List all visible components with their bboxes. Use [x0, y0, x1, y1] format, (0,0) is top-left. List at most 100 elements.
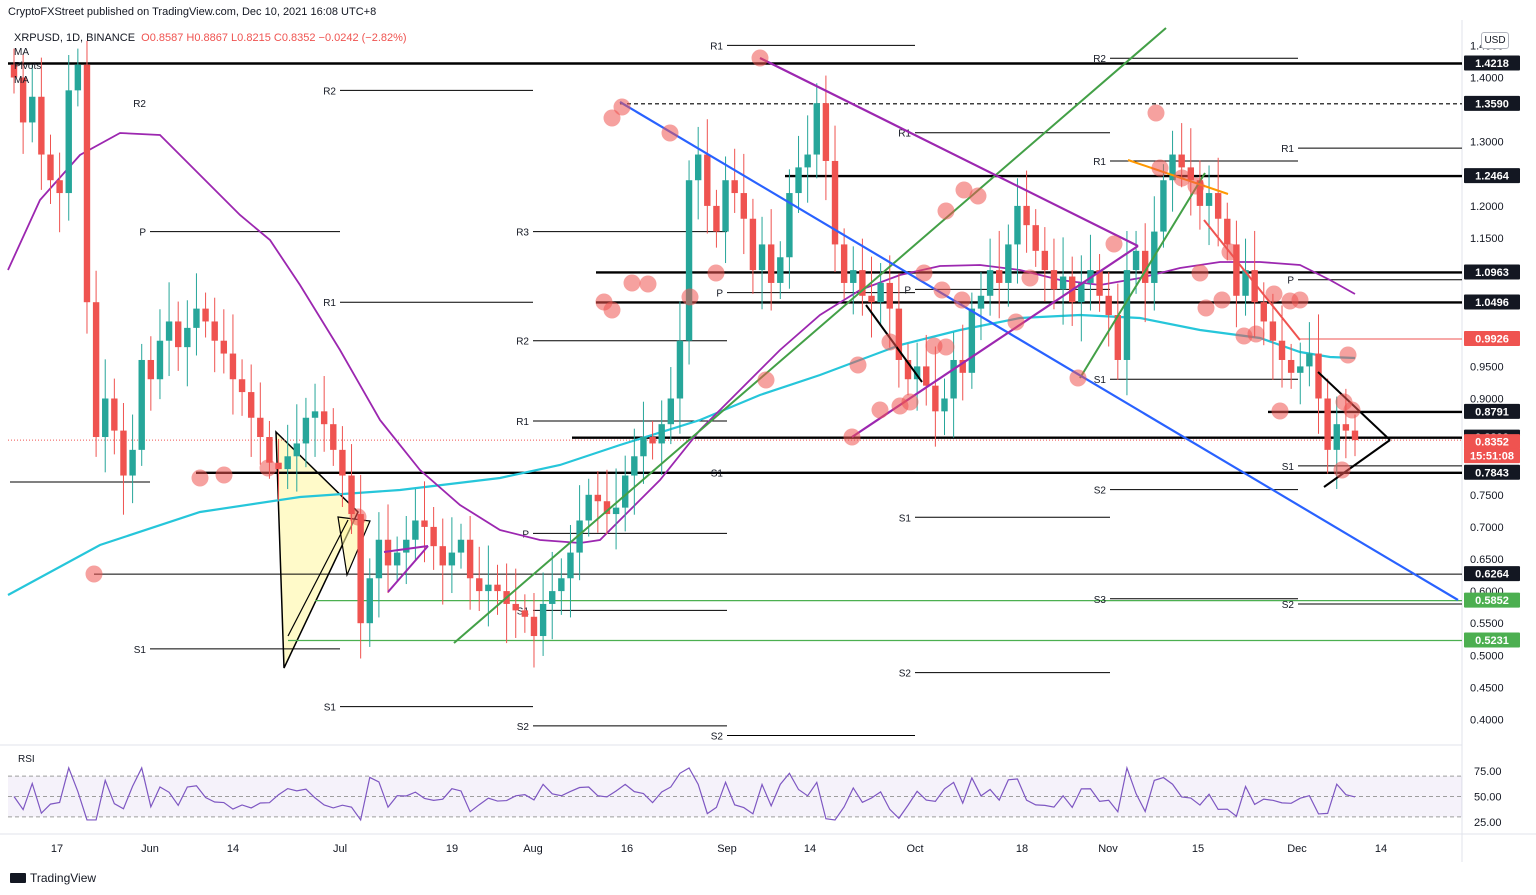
candle	[603, 501, 611, 515]
candle	[667, 398, 675, 425]
highlight-circle	[955, 181, 973, 199]
candle	[941, 398, 948, 412]
candle	[1141, 250, 1149, 283]
pivot-label: R1	[1281, 144, 1294, 155]
pivot-label: S3	[1094, 595, 1107, 606]
indicator-ma-2[interactable]: MA	[14, 75, 29, 86]
currency-button[interactable]: USD	[1481, 32, 1509, 49]
candle	[786, 193, 793, 258]
highlight-circle	[757, 371, 775, 389]
candle	[859, 270, 866, 296]
y-tick-label: 1.1500	[1470, 233, 1504, 245]
candle	[238, 379, 246, 393]
pivot-label: S2	[517, 722, 530, 733]
candle	[284, 456, 291, 470]
candle	[804, 154, 811, 168]
highlight-circle	[901, 393, 919, 411]
trendline-purple	[383, 545, 429, 553]
candle	[539, 603, 547, 637]
highlight-circle	[933, 281, 951, 299]
highlight-circle	[937, 338, 955, 356]
rsi-pane: RSI 75.00 50.00 25.00	[8, 754, 1502, 829]
candle	[968, 308, 976, 373]
candle	[375, 539, 383, 579]
candle	[904, 359, 912, 380]
pivot-label: R1	[898, 129, 911, 140]
candle	[257, 417, 264, 438]
trendline-red	[1203, 219, 1301, 341]
candle	[311, 411, 319, 418]
candle	[448, 552, 456, 566]
indicator-pivots[interactable]: Pivots	[14, 61, 42, 72]
rsi-line	[13, 765, 1356, 822]
candle	[749, 218, 757, 271]
candle	[193, 308, 200, 328]
candle	[439, 546, 446, 566]
pivot-label: R1	[323, 298, 336, 309]
candle	[229, 353, 237, 380]
x-tick-label: Sep	[717, 843, 737, 855]
candle	[722, 180, 729, 232]
x-tick-label: 15	[1192, 843, 1204, 855]
time-axis: 17 Jun 14 Jul 19 Aug 16 Sep 14 Oct 18 Nov 15 Dec 14	[51, 843, 1387, 855]
candle	[977, 295, 985, 309]
candle	[704, 154, 711, 206]
highlight-circle	[1151, 159, 1169, 177]
indicator-ma-1[interactable]: MA	[14, 47, 29, 58]
candle	[83, 64, 91, 303]
candle	[320, 411, 328, 425]
candle	[74, 64, 82, 91]
y-tick-label: 0.9000	[1470, 394, 1504, 406]
symbol-name[interactable]: XRPUSD, 1D, BINANCE	[14, 32, 136, 44]
pivot-label: P	[522, 529, 529, 540]
trendline-purple	[387, 545, 429, 593]
trendline-green	[1079, 172, 1206, 379]
candle	[147, 359, 155, 380]
candle	[384, 539, 392, 566]
x-tick-label: 14	[804, 843, 816, 855]
candle	[421, 520, 428, 527]
highlight-circle	[1265, 285, 1283, 303]
candle	[986, 270, 994, 296]
x-tick-label: 16	[621, 843, 633, 855]
pivot-label: R3	[516, 228, 529, 239]
candle	[156, 340, 164, 380]
rsi-tick: 25.00	[1474, 817, 1502, 829]
candle	[138, 359, 145, 450]
price-label-box	[1464, 55, 1520, 71]
y-tick-label: 0.4000	[1470, 715, 1504, 727]
price-label-box	[1464, 403, 1520, 419]
price-label: 15:51:08	[1470, 451, 1514, 463]
trendline-black	[1323, 439, 1391, 488]
candle	[1297, 366, 1304, 373]
candle	[494, 584, 501, 592]
candle	[1078, 282, 1085, 303]
candle	[758, 244, 766, 271]
pivot-label: R2	[133, 99, 146, 110]
candle	[476, 578, 483, 592]
candle	[1242, 270, 1249, 296]
highlight-circle	[1021, 269, 1039, 287]
candle	[740, 193, 747, 219]
candle	[266, 437, 273, 463]
highlight-circle	[1343, 401, 1361, 419]
highlight-circle	[85, 565, 103, 583]
triangle-edge	[287, 519, 349, 637]
candle	[840, 244, 848, 283]
candle	[1050, 270, 1058, 290]
candle	[1233, 244, 1240, 296]
candle	[886, 282, 893, 309]
highlight-circle	[871, 401, 889, 419]
candle	[767, 244, 775, 283]
candle	[29, 96, 36, 123]
candle	[1160, 180, 1167, 232]
highlight-circle	[915, 264, 933, 282]
trendline-blue	[619, 101, 1459, 601]
price-label-box	[1464, 566, 1520, 582]
candle	[594, 494, 602, 502]
candle	[1032, 225, 1039, 251]
price-label: 0.7843	[1475, 467, 1509, 479]
candle	[457, 539, 465, 553]
highlight-circle	[1221, 243, 1239, 261]
